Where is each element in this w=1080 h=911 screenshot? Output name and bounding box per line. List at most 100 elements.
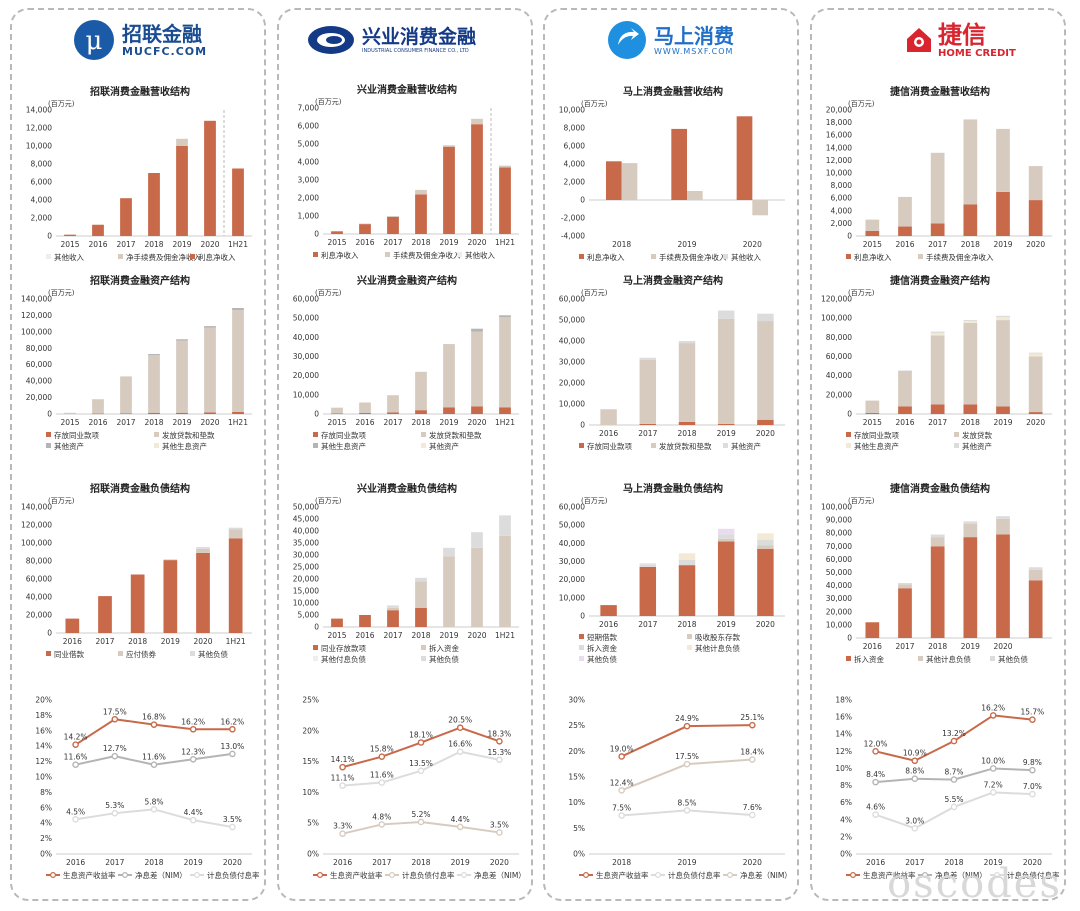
x-tick-label: 2019 <box>451 858 470 867</box>
x-tick-label: 2017 <box>638 620 657 629</box>
y-tick-label: 40,000 <box>826 581 852 590</box>
bar-发放贷款和垫款 <box>148 355 160 413</box>
bar-其他资产 <box>930 331 945 334</box>
chart-unit: (百万元) <box>315 497 342 505</box>
y-tick-label: 2,000 <box>564 178 586 187</box>
bar-手续费及佣金净收入 <box>963 119 978 205</box>
data-label: 3.5% <box>490 820 509 829</box>
legend-label: 存放同业款项 <box>321 430 366 440</box>
bar-其他负债 <box>163 559 178 561</box>
y-tick-label: 80,000 <box>26 344 52 353</box>
y-tick-label: 15,000 <box>293 587 319 596</box>
logo-mucfc-en: MUCFC.COM <box>122 44 208 58</box>
bar-手续费及佣金净收入 <box>471 118 483 125</box>
data-label: 12.7% <box>103 744 127 753</box>
data-label: 7.2% <box>984 780 1003 789</box>
logo-msxf: 马上消费 WWW.MSXF.COM <box>606 14 734 66</box>
bar-发放贷款和垫款 <box>176 340 188 413</box>
legend-label: 存放同业款项 <box>854 430 899 440</box>
bar-利息净收入 <box>499 167 511 234</box>
y-tick-label: 20,000 <box>559 575 585 584</box>
data-label: 3.5% <box>223 815 242 824</box>
y-tick-label: 10% <box>302 788 319 797</box>
data-label: 25.1% <box>740 713 764 722</box>
y-tick-label: 30,000 <box>559 557 585 566</box>
x-tick-label: 2020 <box>200 240 219 249</box>
bar-发放贷款和垫款 <box>415 371 427 411</box>
y-tick-label: 10,000 <box>293 390 319 399</box>
legend-label: 其他资产 <box>429 441 459 451</box>
bar-其他负债 <box>196 547 210 549</box>
bar-存放同业款项 <box>717 423 735 425</box>
chart-msxf-revenue: 马上消费金融营收结构 (百万元) -4,000 -2,000 0 2,000 4,000 6,… <box>559 85 785 262</box>
point-净息差（NIM） <box>417 767 425 775</box>
data-label: 4.5% <box>66 807 85 816</box>
y-tick-label: 20% <box>35 696 52 705</box>
legend-label: 发放贷款和垫款 <box>429 430 482 440</box>
legend-swatch <box>190 651 195 656</box>
y-tick-label: 25% <box>568 721 585 730</box>
x-tick-label: 2019 <box>717 429 736 438</box>
chart-icfc-revenue: 兴业消费金融营收结构 (百万元) 0 1,000 2,000 3,000 4,000 5,00… <box>298 83 519 260</box>
legend-label: 拆入资金 <box>587 643 617 653</box>
x-tick-label: 1H21 <box>495 631 515 640</box>
legend-swatch <box>46 443 51 448</box>
legend-swatch <box>918 656 923 661</box>
x-tick-label: 2020 <box>1026 240 1045 249</box>
legend-marker <box>921 872 928 879</box>
legend-label: 手续费及佣金净收入 <box>926 252 994 262</box>
y-tick-label: 10,000 <box>559 593 585 602</box>
data-label: 7.5% <box>612 804 631 813</box>
bar-其他资产 <box>232 308 244 311</box>
bar-发放贷款 <box>1028 356 1043 413</box>
y-tick-label: 10,000 <box>26 142 52 151</box>
bar-其他资产 <box>204 326 216 328</box>
point-生息资产收益率 <box>378 753 386 760</box>
legend-swatch <box>579 443 584 448</box>
data-label: 11.6% <box>64 753 88 762</box>
x-tick-label: 2016 <box>355 418 374 427</box>
y-tick-label: 16% <box>835 713 852 722</box>
x-tick-label: 1H21 <box>226 637 246 646</box>
legend-swatch <box>651 254 656 259</box>
data-label: 16.2% <box>181 717 205 726</box>
watermark: oscodes <box>887 861 1062 907</box>
y-tick-label: 30,000 <box>559 358 585 367</box>
legend-swatch <box>421 432 426 437</box>
x-tick-label: 2015 <box>863 240 882 249</box>
data-label: 5.5% <box>944 795 963 804</box>
chart-mucfc-revenue: 招联消费金融营收结构 (百万元) 0 2,000 4,000 6,000 8,000 10,0… <box>26 85 252 262</box>
y-tick-label: 40,000 <box>293 527 319 536</box>
x-tick-label: 2020 <box>467 238 486 247</box>
legend-marker <box>994 872 1001 879</box>
chart-title: 兴业消费金融负债结构 <box>357 482 457 495</box>
bar-其他负债 <box>499 515 511 536</box>
bar-发放贷款和垫款 <box>359 402 371 414</box>
x-tick-label: 2020 <box>756 429 775 438</box>
legend-swatch <box>457 252 462 257</box>
legend-swatch <box>723 254 728 259</box>
legend-label: 其他负债 <box>587 654 617 664</box>
data-label: 12.3% <box>181 747 205 756</box>
logo-icfc-cn: 兴业消费金融 <box>362 26 477 48</box>
point-计息负债付息率 <box>872 811 879 818</box>
bar-拆入资金 <box>865 622 880 638</box>
bar-利息净收入 <box>1028 200 1043 236</box>
legend-swatch <box>846 254 851 259</box>
y-tick-label: 2,000 <box>298 194 320 203</box>
point-净息差（NIM） <box>339 782 346 789</box>
x-tick-label: 2019 <box>961 642 980 651</box>
logo-icfc: 兴业消费金融 INDUSTRIAL CONSUMER FINANCE CO., … <box>306 14 476 66</box>
x-tick-label: 2019 <box>184 858 203 867</box>
bar-利息净收入 <box>898 226 912 236</box>
y-tick-label: 20% <box>302 726 319 735</box>
data-label: 4.6% <box>866 803 885 812</box>
data-label: 12.0% <box>864 739 888 748</box>
x-tick-label: 2018 <box>411 858 430 867</box>
x-tick-label: 2018 <box>944 858 963 867</box>
bar-其他资产 <box>996 315 1010 318</box>
chart-mucfc-assets: 招联消费金融资产结构 (百万元) 0 20,000 40,000 60,000 80,000… <box>21 274 252 451</box>
y-tick-label: 20,000 <box>293 371 319 380</box>
y-tick-label: 0 <box>847 410 852 419</box>
bar-发放贷款和垫款 <box>64 412 76 414</box>
